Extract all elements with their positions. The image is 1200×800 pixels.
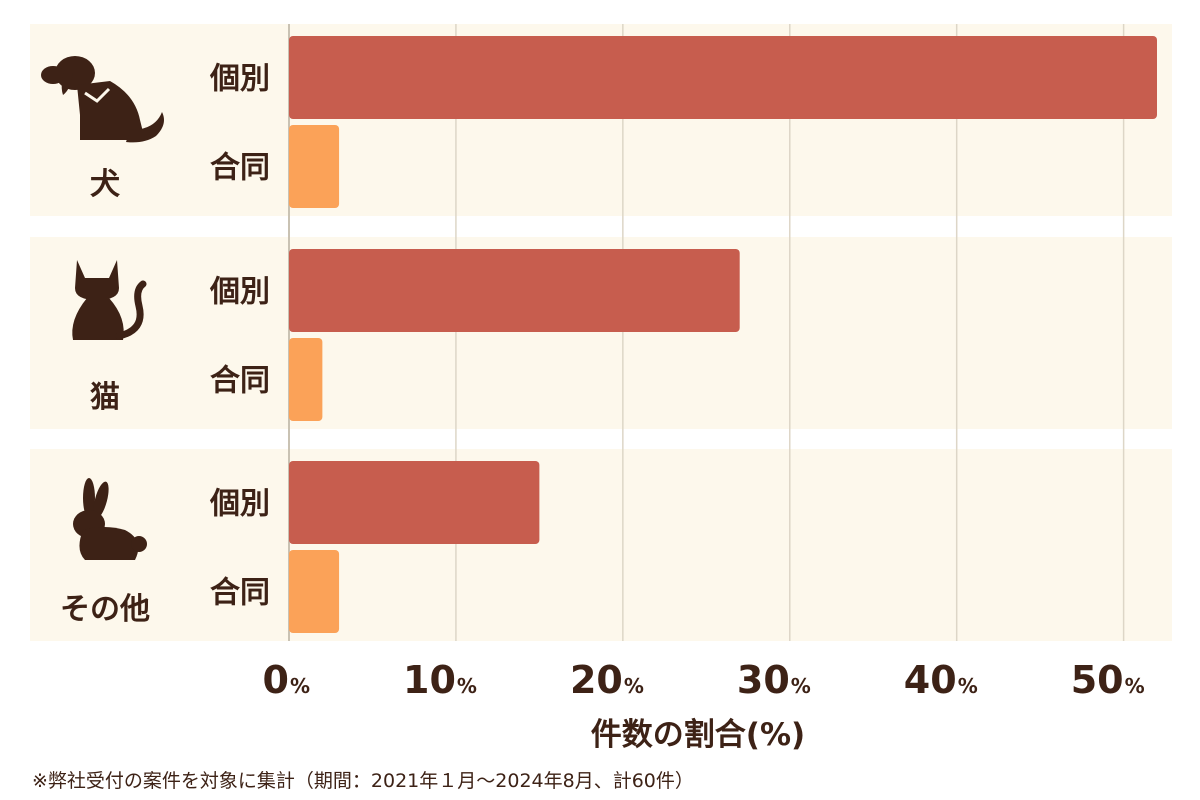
x-tick-20: 20 — [570, 658, 623, 702]
footnote: ※弊社受付の案件を対象に集計（期間：2021年１月〜2024年8月、計60件） — [32, 770, 694, 792]
bar-0-0 — [289, 36, 1157, 119]
x-tick-unit-10: % — [457, 674, 477, 698]
x-tick-50: 50 — [1071, 658, 1124, 702]
cat-icon — [72, 260, 147, 340]
dog-icon — [41, 56, 164, 143]
bar-2-1 — [289, 550, 340, 633]
bar-label-0-1: 合同 — [210, 151, 270, 186]
x-axis-label: 件数の割合(%) — [591, 717, 805, 753]
x-tick-unit-50: % — [1125, 674, 1145, 698]
x-tick-unit-0: % — [290, 674, 310, 698]
group-band-2 — [30, 449, 1172, 641]
bar-label-2-0: 個別 — [209, 487, 270, 522]
bar-label-1-0: 個別 — [209, 275, 270, 310]
bar-label-1-1: 合同 — [210, 364, 270, 399]
x-tick-40: 40 — [904, 658, 957, 702]
x-tick-10: 10 — [403, 658, 456, 702]
bar-label-2-1: 合同 — [210, 576, 270, 611]
group-label-2: その他 — [60, 592, 150, 627]
x-tick-unit-40: % — [958, 674, 978, 698]
x-tick-0: 0 — [263, 658, 289, 702]
group-label-1: 猫 — [90, 380, 120, 415]
bar-1-1 — [289, 338, 323, 421]
bar-1-0 — [289, 249, 740, 332]
group-label-0: 犬 — [90, 167, 120, 202]
bar-2-0 — [289, 461, 540, 544]
x-tick-30: 30 — [737, 658, 790, 702]
rabbit-icon — [73, 478, 147, 560]
bar-label-0-0: 個別 — [209, 62, 270, 97]
x-tick-unit-30: % — [791, 674, 811, 698]
x-tick-unit-20: % — [624, 674, 644, 698]
bar-0-1 — [289, 125, 340, 208]
